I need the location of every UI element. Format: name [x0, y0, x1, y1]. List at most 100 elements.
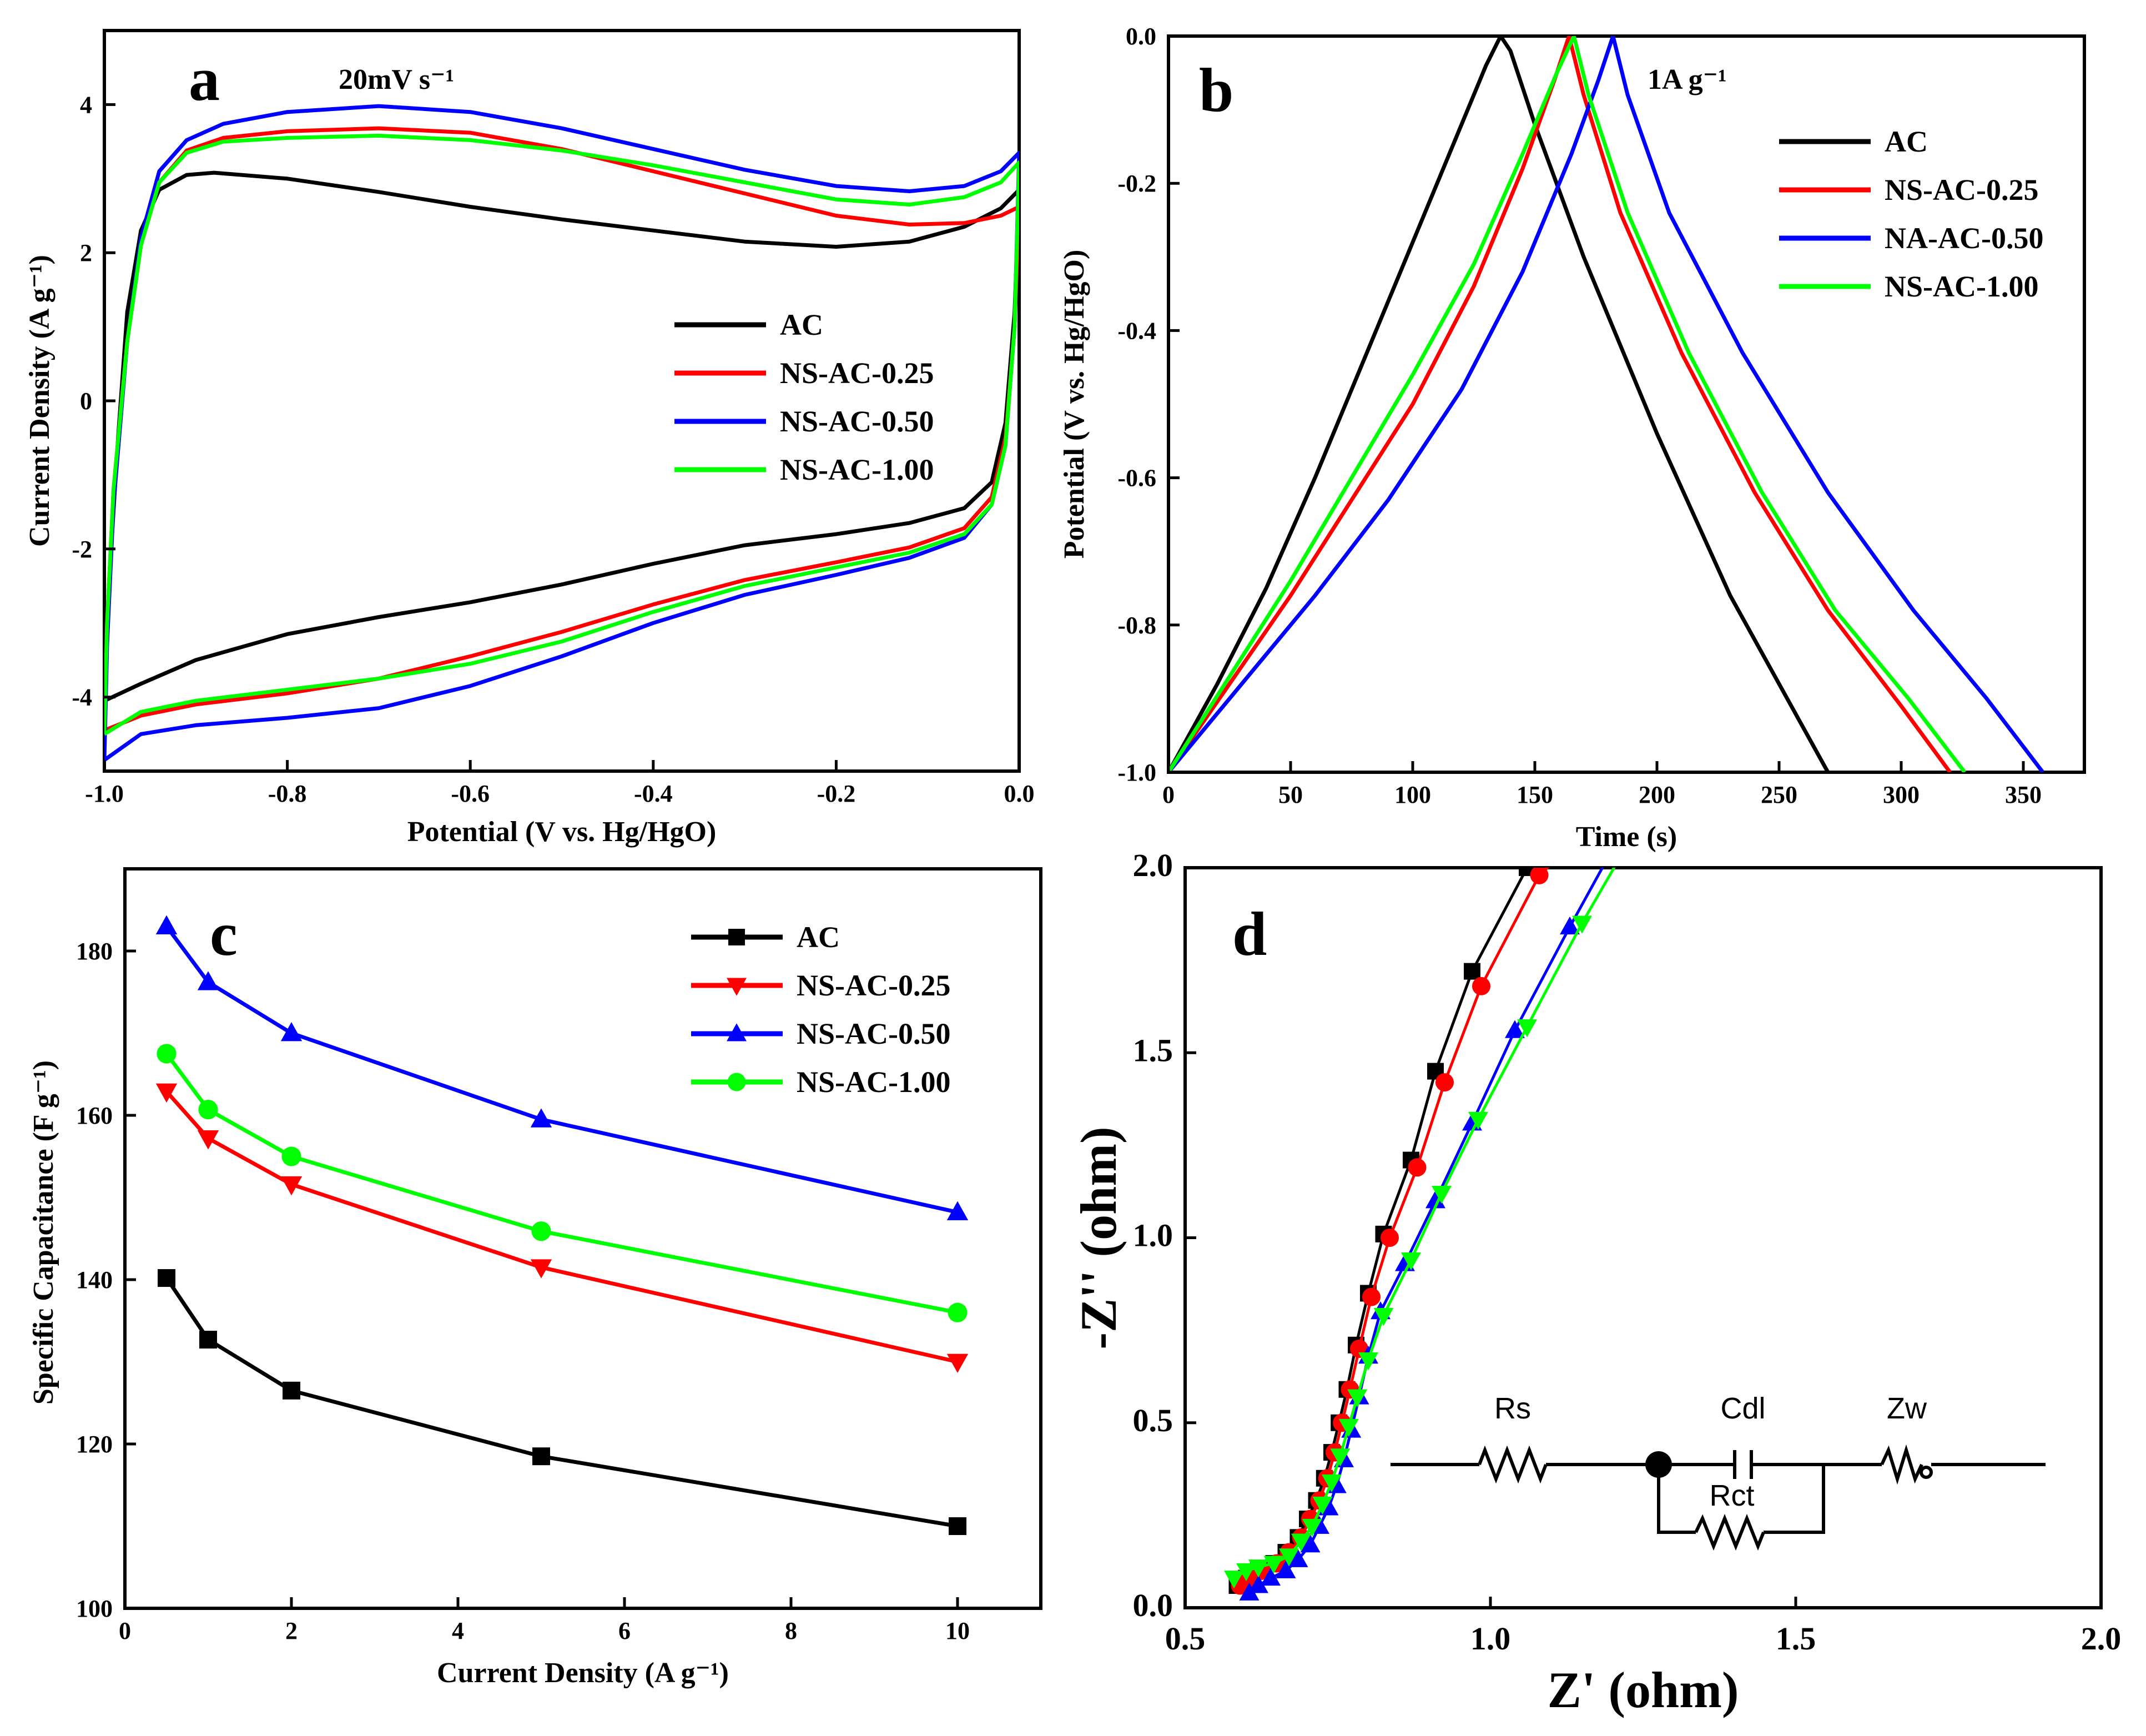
panel-d-xlabel: Z' (ohm) [1548, 1662, 1739, 1718]
y-tick-label: 0.5 [1133, 1402, 1173, 1438]
y-tick-label: 4 [80, 91, 92, 118]
y-tick-label: 100 [76, 1595, 113, 1622]
series-ns-ac-1.00-point [1347, 1389, 1368, 1407]
series-ns-ac-1.00-point [1291, 1533, 1311, 1552]
panel-b-axes: 0 50 100 150 200 250 300 350 -1.0 -0.8 -0.6 -0.4 -0.… [1117, 23, 2042, 808]
series-ns-ac-0.25-point [1530, 868, 1549, 884]
x-tick-label: 10 [945, 1617, 970, 1644]
series-ns-ac-0.50-point [1239, 1582, 1260, 1601]
legend-entry: NS-AC-0.50 [780, 405, 934, 438]
series-ns-ac-1.00-point [1302, 1518, 1322, 1537]
legend-marker [727, 978, 747, 996]
y-tick-label: -0.6 [1117, 465, 1156, 492]
panel-c-legend: AC NS-AC-0.25 NS-AC-0.50 NS-AC-1.00 [691, 920, 951, 1099]
y-tick-label: 0 [80, 388, 92, 415]
x-tick-label: 1.5 [1776, 1621, 1816, 1657]
series-ns-ac-0.50-point [155, 915, 178, 934]
circuit-node [1645, 1451, 1672, 1478]
series-ac-point [532, 1447, 550, 1466]
panel-d: 0.5 1.0 1.5 2.00.00.51.01.52.0 d Rs Cdl Zw … [1070, 822, 2122, 1718]
x-tick-label: 0 [1162, 781, 1175, 808]
series-ns-ac-0.25-point [1362, 1287, 1381, 1306]
series-ns-ac-1.00-point [1517, 1019, 1537, 1038]
x-tick-label: 0 [119, 1617, 131, 1644]
zw-warburg-element [1880, 1444, 1923, 1485]
series-ns-ac-1.00-point [1322, 1474, 1342, 1493]
circuit-label-rct: Rct [1710, 1479, 1755, 1512]
series-ns-ac-0.50-point [1425, 1190, 1445, 1209]
x-tick-label: -0.2 [817, 780, 856, 807]
x-tick-label: 6 [618, 1617, 631, 1644]
series-ac-point [199, 1331, 217, 1349]
panel-c-axes: 0 2 4 6 8 10 100 120 140 160 180 [76, 938, 970, 1644]
panel-d-axes: 0.5 1.0 1.5 2.00.00.51.01.52.0 [1133, 847, 2122, 1657]
series-ns-ac-0.25-point [1381, 1229, 1399, 1247]
series-ns-ac-1.00-point [1401, 1252, 1421, 1271]
series-ns-ac-1.00-point [1236, 1563, 1256, 1582]
series-ns-ac-0.50-point [1288, 1549, 1308, 1567]
rct-branch-wire [1657, 1465, 1696, 1534]
series-ns-ac-1.00-point [1432, 1186, 1452, 1204]
legend-entry: AC [1885, 125, 1928, 158]
y-tick-label: -0.4 [1117, 317, 1156, 344]
panel-label-b: b [1199, 56, 1233, 125]
panel-label-d: d [1232, 900, 1267, 969]
series-ns-ac-0.50-point [1276, 1560, 1296, 1578]
legend-entry: NS-AC-0.50 [797, 1017, 951, 1050]
series-ns-ac-0.50-point [1300, 1534, 1321, 1553]
panel-d-series [1224, 822, 1616, 1601]
legend-entry: AC [797, 920, 840, 954]
series-ns-ac-0.25-point [280, 1176, 303, 1196]
panel-c-xlabel: Current Density (A g⁻¹) [437, 1657, 729, 1689]
series-ns-ac-1.00-point [157, 1044, 177, 1064]
x-tick-label: 1.0 [1470, 1621, 1511, 1657]
rct-branch-wire [1764, 1465, 1825, 1534]
series-ns-ac-0.50-point [197, 971, 219, 990]
panel-b-series [1168, 36, 2044, 772]
y-tick-label: -0.2 [1117, 170, 1156, 197]
series-na-ac-0.50-gcd-curve [1168, 36, 2044, 772]
x-tick-label: 100 [1394, 781, 1431, 808]
legend-entry: NS-AC-1.00 [797, 1065, 951, 1099]
series-ns-ac-0.50-point [530, 1108, 552, 1128]
panel-b-frame [1167, 34, 2086, 774]
x-tick-label: 0.5 [1165, 1621, 1206, 1657]
series-ns-ac-1.00-point [281, 1146, 301, 1166]
x-tick-label: 250 [1761, 781, 1797, 808]
x-tick-label: 2.0 [2081, 1621, 2122, 1657]
panel-b: 0 50 100 150 200 250 300 350 -1.0 -0.8 -0.6 -0.4 -0.… [1059, 23, 2086, 853]
x-tick-label: 300 [1883, 781, 1920, 808]
y-tick-label: 1.0 [1133, 1217, 1173, 1254]
series-ns-ac-1.00-point [1330, 1448, 1351, 1467]
x-tick-label: 0.0 [1004, 780, 1035, 807]
series-ns-ac-0.25-fit-line [1239, 868, 1550, 1587]
y-tick-label: 160 [76, 1102, 113, 1129]
series-ns-ac-1.00-point [1373, 1307, 1394, 1326]
y-tick-label: 1.5 [1133, 1032, 1173, 1068]
x-tick-label: -1.0 [85, 780, 124, 807]
series-ac-gcd-curve [1168, 36, 1830, 772]
equivalent-circuit [1391, 1444, 2046, 1551]
panel-a-xlabel: Potential (V vs. Hg/HgO) [407, 816, 717, 848]
y-tick-label: 2 [80, 239, 92, 266]
series-ns-ac-1.00-point [1358, 1352, 1378, 1371]
series-ac-point [1464, 963, 1480, 980]
y-tick-label: 120 [76, 1431, 113, 1458]
series-ac-point [1555, 822, 1572, 839]
panel-a-legend: AC NS-AC-0.25 NS-AC-0.50 NS-AC-1.00 [674, 308, 934, 486]
x-tick-label: 150 [1517, 781, 1553, 808]
legend-entry: NA-AC-0.50 [1885, 222, 2043, 255]
series-ns-ac-0.25-point [1472, 977, 1490, 995]
y-tick-label: 2.0 [1133, 847, 1173, 883]
series-ns-ac-1.00-point [1248, 1559, 1268, 1578]
rct-resistor [1694, 1513, 1765, 1551]
series-ns-ac-0.25-point [1408, 1158, 1427, 1177]
x-tick-label: -0.6 [451, 780, 490, 807]
legend-entry: NS-AC-1.00 [780, 453, 934, 486]
rs-resistor [1478, 1445, 1548, 1484]
circuit-label-zw: Zw [1887, 1392, 1927, 1425]
panel-a: -1.0 -0.8 -0.6 -0.4 -0.2 0.0 -4 -2 0 2 4 a 20mV s⁻… [24, 29, 1035, 848]
x-tick-label: 200 [1639, 781, 1675, 808]
series-ns-ac-1.00-point [1572, 915, 1592, 934]
series-ns-ac-0.50-fit-line [1248, 868, 1604, 1594]
